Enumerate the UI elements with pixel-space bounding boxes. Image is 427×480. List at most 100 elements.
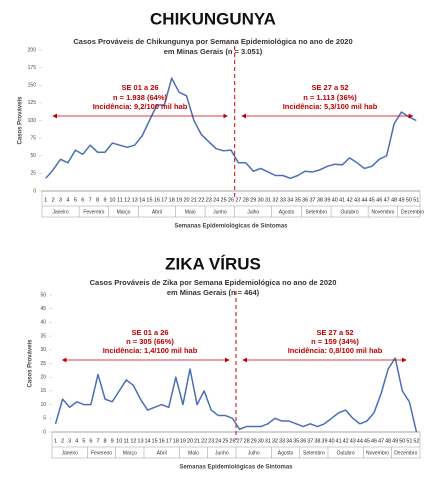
x-tick-label: 51 bbox=[413, 197, 419, 203]
x-tick-label: 30 bbox=[258, 197, 264, 203]
x-tick-label: 25 bbox=[221, 197, 227, 203]
x-tick-label: 46 bbox=[371, 438, 377, 444]
x-tick-label: 52 bbox=[413, 438, 419, 444]
x-tick-label: 48 bbox=[391, 197, 397, 203]
x-tick-label: 8 bbox=[104, 438, 107, 444]
x-tick-label: 26 bbox=[229, 438, 235, 444]
y-tick-label: 25 bbox=[40, 361, 46, 367]
y-tick-label: 5 bbox=[43, 416, 46, 422]
x-tick-label: 28 bbox=[243, 197, 249, 203]
x-tick-label: 1 bbox=[44, 197, 47, 203]
x-tick-label: 20 bbox=[183, 197, 189, 203]
x-tick-label: 6 bbox=[89, 438, 92, 444]
x-tick-label: 46 bbox=[376, 197, 382, 203]
month-label: Abril bbox=[152, 209, 162, 215]
month-label: Dezembro bbox=[394, 450, 417, 456]
x-tick-label: 7 bbox=[96, 438, 99, 444]
x-tick-label: 42 bbox=[347, 197, 353, 203]
chart-subtitle: Casos Prováveis de Zika por Semana Epide… bbox=[90, 278, 337, 287]
x-tick-label: 24 bbox=[215, 438, 221, 444]
month-label: Julho bbox=[247, 209, 259, 215]
y-tick-label: 200 bbox=[28, 47, 37, 53]
x-tick-label: 38 bbox=[317, 197, 323, 203]
chart-title: CHIKUNGUNYA bbox=[150, 9, 276, 28]
month-label: Janeiro bbox=[61, 450, 78, 456]
month-label: Outubro bbox=[341, 209, 359, 215]
x-tick-label: 48 bbox=[385, 438, 391, 444]
x-tick-label: 37 bbox=[309, 197, 315, 203]
month-label: Outubro bbox=[337, 450, 355, 456]
x-tick-label: 12 bbox=[130, 438, 136, 444]
x-tick-label: 43 bbox=[350, 438, 356, 444]
x-tick-label: 41 bbox=[336, 438, 342, 444]
y-tick-label: 0 bbox=[33, 188, 36, 194]
x-axis-label: Semanas Epidemiológicas de Sintomas bbox=[179, 465, 293, 471]
x-tick-label: 29 bbox=[250, 197, 256, 203]
x-tick-label: 15 bbox=[146, 197, 152, 203]
x-tick-label: 47 bbox=[384, 197, 390, 203]
x-tick-label: 23 bbox=[206, 197, 212, 203]
x-tick-label: 27 bbox=[236, 438, 242, 444]
annotation: SE 27 a 52 bbox=[316, 328, 353, 337]
x-tick-label: 29 bbox=[251, 438, 257, 444]
x-tick-label: 34 bbox=[287, 197, 293, 203]
x-tick-label: 22 bbox=[198, 197, 204, 203]
y-tick-label: 40 bbox=[40, 320, 46, 326]
x-tick-label: 40 bbox=[332, 197, 338, 203]
x-tick-label: 31 bbox=[265, 438, 271, 444]
month-label: Maio bbox=[188, 450, 199, 456]
x-tick-label: 50 bbox=[399, 438, 405, 444]
y-tick-label: 150 bbox=[28, 83, 37, 89]
x-tick-label: 20 bbox=[187, 438, 193, 444]
x-tick-label: 14 bbox=[144, 438, 150, 444]
x-tick-label: 38 bbox=[314, 438, 320, 444]
y-tick-label: 125 bbox=[28, 100, 37, 106]
x-tick-label: 30 bbox=[258, 438, 264, 444]
x-tick-label: 51 bbox=[406, 438, 412, 444]
y-tick-label: 100 bbox=[28, 118, 37, 124]
month-label: Agosto bbox=[278, 450, 294, 456]
x-tick-label: 9 bbox=[103, 197, 106, 203]
annotation: n = 1.938 (64%) bbox=[113, 93, 167, 102]
x-tick-label: 3 bbox=[59, 197, 62, 203]
x-tick-label: 16 bbox=[154, 197, 160, 203]
annotation: SE 27 a 52 bbox=[311, 83, 348, 92]
x-tick-label: 15 bbox=[152, 438, 158, 444]
x-tick-label: 39 bbox=[324, 197, 330, 203]
x-tick-label: 5 bbox=[74, 197, 77, 203]
annotation: SE 01 a 26 bbox=[121, 83, 158, 92]
month-label: Fevereiro bbox=[83, 209, 104, 215]
x-tick-label: 13 bbox=[132, 197, 138, 203]
y-tick-label: 25 bbox=[30, 171, 36, 177]
x-tick-label: 31 bbox=[265, 197, 271, 203]
x-tick-label: 39 bbox=[321, 438, 327, 444]
y-tick-label: 20 bbox=[40, 375, 46, 381]
x-tick-label: 3 bbox=[68, 438, 71, 444]
x-tick-label: 17 bbox=[166, 438, 172, 444]
x-tick-label: 10 bbox=[116, 438, 122, 444]
annotation: Incidência: 0,8/100 mil hab bbox=[288, 346, 383, 355]
annotation: Incidência: 1,4/100 mil hab bbox=[103, 346, 198, 355]
x-tick-label: 24 bbox=[213, 197, 219, 203]
y-tick-label: 0 bbox=[43, 429, 46, 435]
x-tick-label: 44 bbox=[361, 197, 367, 203]
x-tick-label: 27 bbox=[235, 197, 241, 203]
data-line bbox=[54, 357, 418, 433]
x-axis-label: Semanas Epidemiológicas de Sintomas bbox=[174, 224, 288, 230]
x-tick-label: 33 bbox=[279, 438, 285, 444]
x-tick-label: 14 bbox=[139, 197, 145, 203]
x-tick-label: 23 bbox=[208, 438, 214, 444]
x-tick-label: 28 bbox=[244, 438, 250, 444]
x-tick-label: 6 bbox=[81, 197, 84, 203]
chart-subtitle: em Minas Gerais (n = 464) bbox=[167, 288, 260, 297]
x-tick-label: 44 bbox=[357, 438, 363, 444]
month-label: Agosto bbox=[279, 209, 295, 215]
x-tick-label: 43 bbox=[354, 197, 360, 203]
x-axis-box bbox=[41, 190, 421, 218]
x-tick-label: 13 bbox=[137, 438, 143, 444]
x-tick-label: 19 bbox=[176, 197, 182, 203]
x-tick-label: 33 bbox=[280, 197, 286, 203]
month-label: Novembro bbox=[366, 450, 389, 456]
x-tick-label: 16 bbox=[159, 438, 165, 444]
x-tick-label: 2 bbox=[61, 438, 64, 444]
